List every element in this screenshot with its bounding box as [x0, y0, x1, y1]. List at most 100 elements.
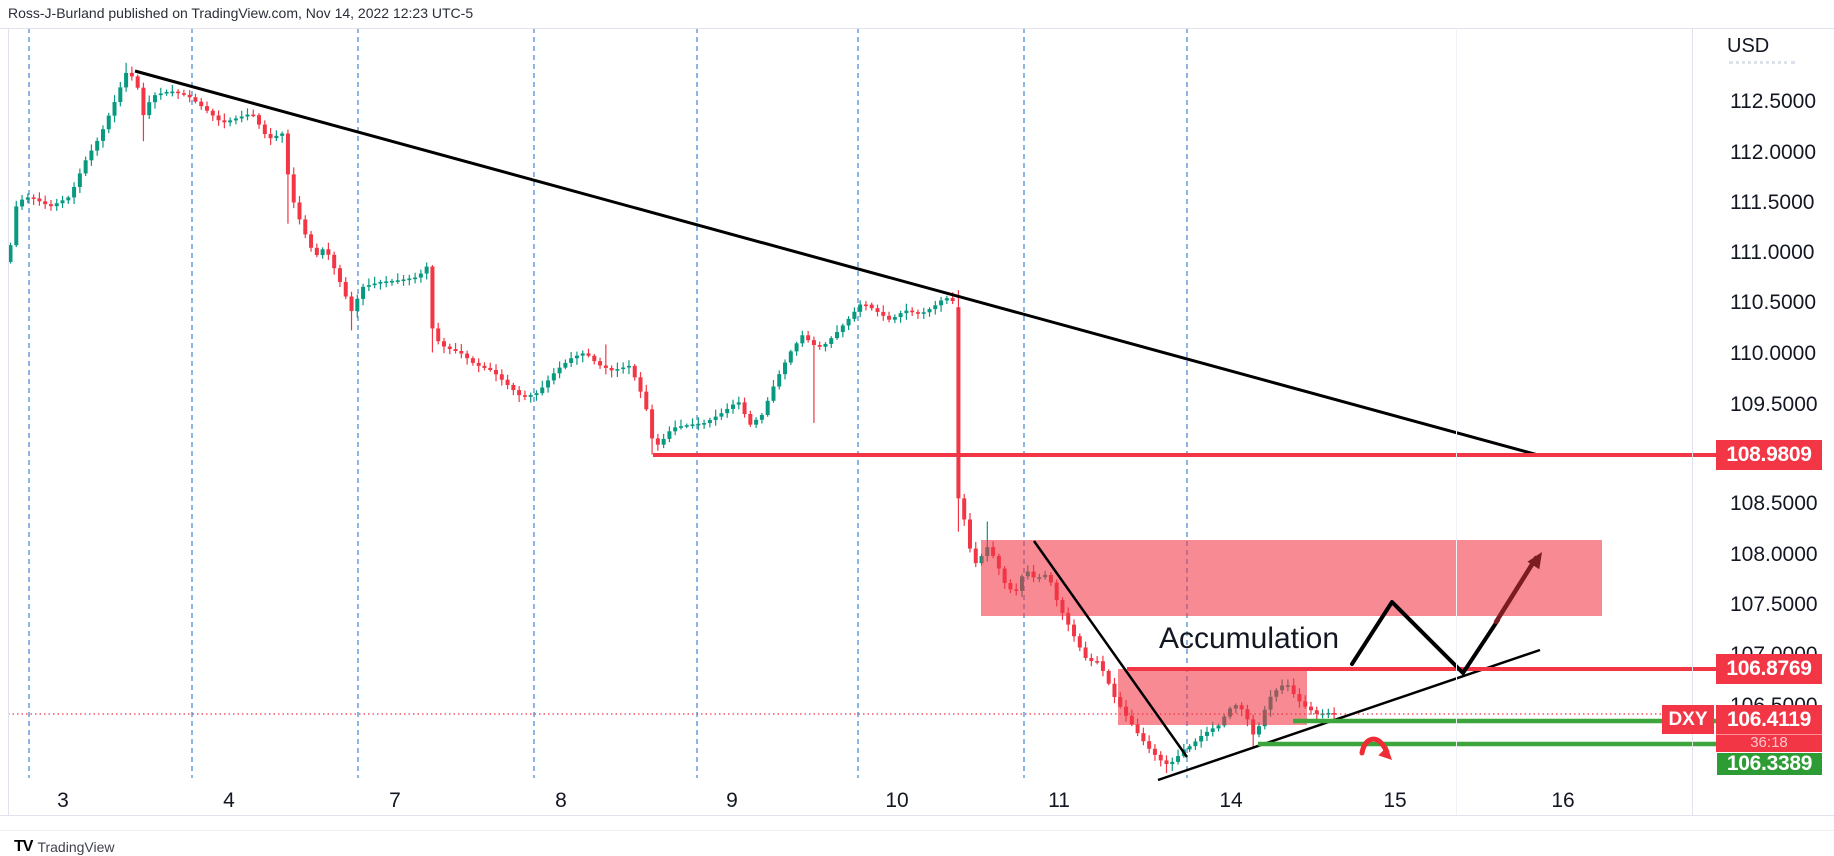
time-tick: 3 [57, 789, 69, 812]
price-tick: 110.0000 [1730, 342, 1817, 365]
time-axis[interactable] [8, 780, 1692, 815]
candle-body [366, 285, 371, 287]
price-tick: 111.0000 [1730, 241, 1815, 264]
candle-body [1083, 647, 1088, 658]
candle-body [852, 311, 857, 319]
candle-body [592, 355, 597, 362]
candle-body [8, 245, 13, 262]
candle-body [488, 367, 493, 370]
support-price-label: 106.3389 [1717, 753, 1822, 775]
candle-body [707, 420, 712, 424]
currency-label: USD [1727, 35, 1770, 57]
candle-body [598, 361, 603, 366]
candle-body [586, 353, 591, 356]
candle-body [1256, 726, 1261, 735]
candle-body [72, 186, 77, 198]
candle-body [684, 425, 689, 427]
candle-body [176, 91, 181, 94]
candle-body [424, 266, 429, 274]
breakdown-curved-arrow [1359, 736, 1390, 756]
candle-body [389, 280, 394, 283]
candle-body [187, 94, 192, 98]
candle-body [898, 313, 903, 318]
last-price-label: 106.4119 [1716, 705, 1822, 734]
candle-body [216, 115, 221, 121]
candle-body [736, 402, 741, 405]
candle-body [199, 101, 204, 107]
candle-body [1089, 657, 1094, 662]
candle-body [135, 76, 140, 88]
candle-body [702, 423, 707, 425]
candle-body [690, 424, 695, 426]
price-tick: 112.5000 [1730, 90, 1817, 113]
candle-body [124, 72, 129, 88]
candle-body [1193, 741, 1198, 747]
wedge-lower-line [1157, 648, 1541, 782]
price-tick: 107.5000 [1730, 593, 1818, 616]
candle-body [343, 281, 348, 297]
candle-body [580, 353, 585, 356]
tradingview-logo[interactable]: TV TradingView [14, 838, 115, 856]
candle-body [846, 318, 851, 326]
candle-body [569, 358, 574, 363]
candle-body [517, 390, 522, 396]
candle-body [378, 282, 383, 284]
candle-body [563, 362, 568, 368]
candle-body [759, 414, 764, 420]
candle-body [470, 358, 475, 363]
candle-body [1216, 725, 1221, 729]
candle-body [835, 332, 840, 339]
candle-body [742, 402, 747, 414]
time-tick: 11 [1048, 789, 1070, 812]
candle-body [1100, 661, 1105, 671]
candle-body [141, 87, 146, 116]
price-tick: 108.5000 [1730, 492, 1818, 515]
candle-body [829, 338, 834, 344]
candle-body [840, 325, 845, 333]
candle-body [603, 365, 608, 368]
candle-body [494, 369, 499, 375]
candle-body [430, 266, 435, 329]
candle-body [967, 519, 972, 549]
candle-body [933, 305, 938, 310]
candle-body [534, 393, 539, 396]
candle-body [77, 173, 82, 187]
candle-body [95, 140, 100, 151]
time-tick: 15 [1383, 789, 1407, 812]
attribution-text: Ross-J-Burland published on TradingView.… [8, 5, 474, 21]
candle-body [291, 174, 296, 203]
candle-body [118, 87, 123, 103]
candle-body [725, 408, 730, 414]
candle-body [170, 91, 175, 94]
candle-body [337, 268, 342, 282]
candle-body [54, 203, 59, 207]
projection-zigzag [1350, 600, 1500, 675]
candle-body [910, 310, 915, 313]
candle-body [100, 129, 105, 141]
candle-body [1314, 710, 1319, 714]
time-tick: 14 [1219, 789, 1243, 812]
candle-body [1072, 624, 1077, 637]
candle-body [14, 206, 19, 246]
candle-body [285, 133, 290, 175]
candle-body [164, 91, 169, 94]
candle-body [528, 395, 533, 397]
candle-body [731, 404, 735, 409]
candle-body [939, 300, 944, 306]
candle-body [788, 351, 793, 363]
candle-body [31, 197, 36, 200]
candle-body [817, 345, 822, 347]
price-axis-border [1692, 28, 1693, 815]
symbol-label: DXY [1662, 705, 1714, 734]
candle-body [482, 365, 487, 368]
accumulation-annotation: Accumulation [1158, 622, 1340, 655]
candle-body [661, 438, 666, 445]
candle-body [66, 197, 71, 201]
candle-body [89, 150, 94, 161]
chart-top-border [0, 28, 1834, 29]
time-tick: 10 [885, 789, 909, 812]
candle-body [83, 160, 88, 174]
candle-body [626, 365, 631, 368]
